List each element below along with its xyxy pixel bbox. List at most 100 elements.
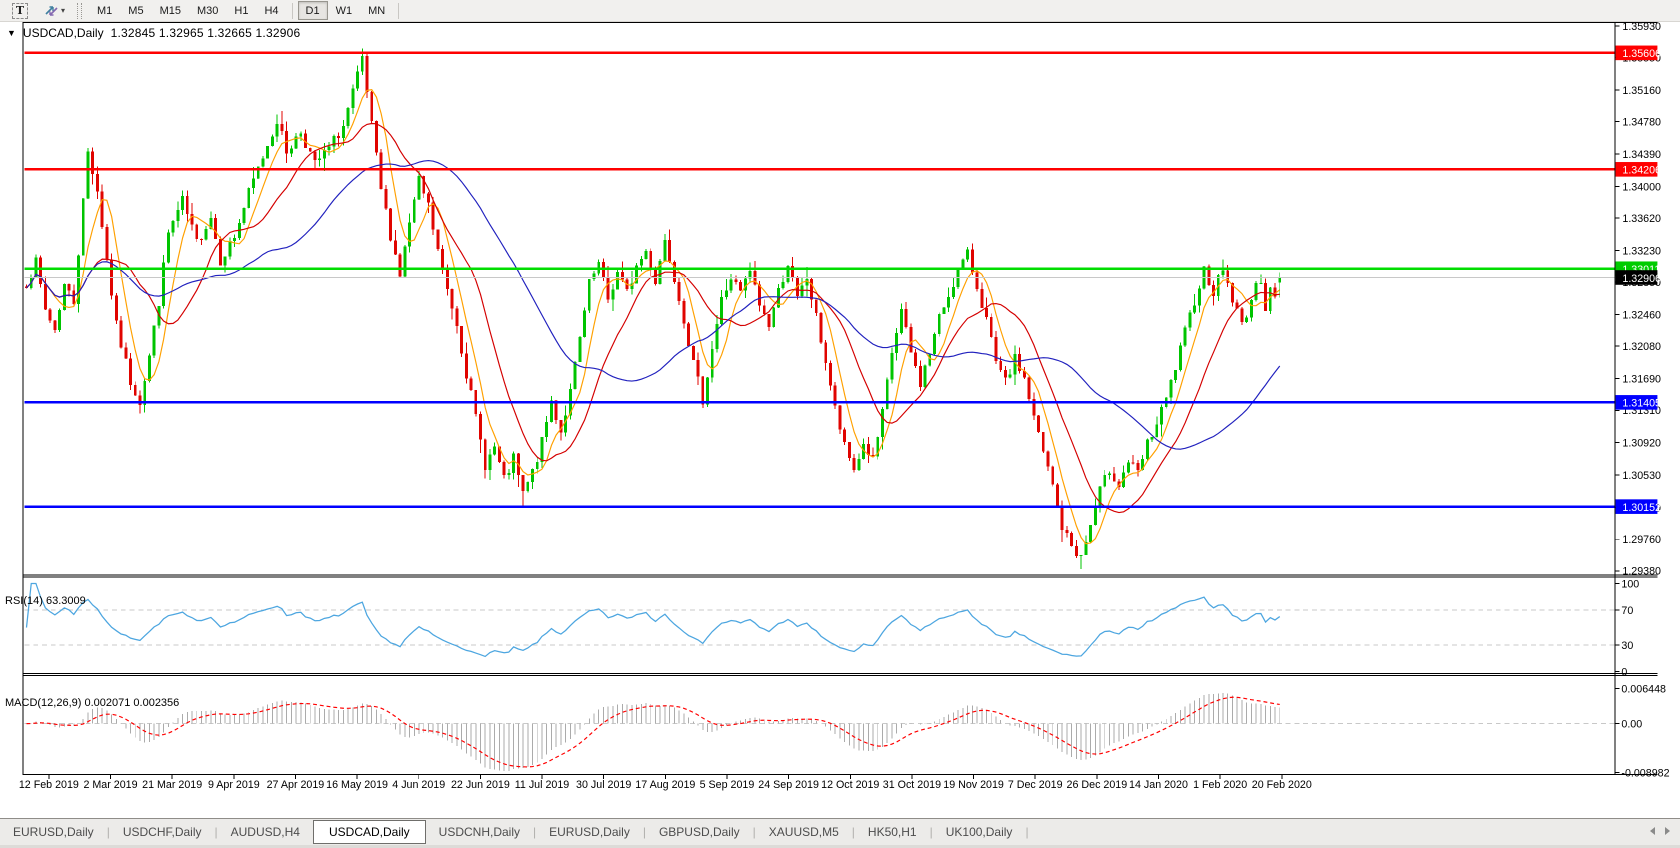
date-label: 7 Dec 2019 [1008,779,1063,791]
date-label: 24 Sep 2019 [758,779,819,791]
tab-separator: | [533,825,537,839]
chart-tabs: EURUSD,Daily | USDCHF,Daily | AUDUSD,H4 USDCA… [0,819,1029,844]
svg-text:1.29380: 1.29380 [1622,566,1661,578]
price-badge: 1.32906 [1622,273,1661,285]
svg-text:1.34390: 1.34390 [1622,149,1661,161]
chart-title: ▼ USDCAD,Daily 1.32845 1.32965 1.32665 1… [7,26,300,40]
tab-usdchf-daily[interactable]: USDCHF,Daily [122,825,202,839]
tab-audusd-h4[interactable]: AUDUSD,H4 [230,825,300,839]
tab-xauusd-m5[interactable]: XAUUSD,M5 [768,825,839,839]
price-badge: 1.31405 [1622,398,1661,410]
date-label: 19 Nov 2019 [943,779,1004,791]
timeframe-button-W1[interactable]: W1 [328,1,361,20]
svg-text:1.35930: 1.35930 [1622,22,1661,33]
date-label: 4 Jun 2019 [392,779,445,791]
ma-line-mid [26,122,1280,514]
timeframe-button-D1[interactable]: D1 [297,1,328,20]
tab-usdcad-daily[interactable]: USDCAD,Daily [312,819,426,844]
macd-signal-line [26,696,1280,768]
chart-canvas[interactable]: 1.359301.355501.351601.347801.343901.340… [0,22,1680,818]
price-badge: 1.34206 [1622,165,1661,177]
tab-separator: | [106,825,110,839]
svg-text:-0.008982: -0.008982 [1621,767,1669,779]
date-label: 5 Sep 2019 [700,779,755,791]
text-tool-button[interactable]: T [4,1,36,20]
svg-text:1.34780: 1.34780 [1622,116,1661,128]
status-strip [0,845,1680,848]
tab-eurusd-daily[interactable]: EURUSD,Daily [549,825,630,839]
price-badge: 1.35606 [1622,48,1661,60]
ma-line-slow [26,159,1281,450]
macd-indicator-label: MACD(12,26,9) 0.002071 0.002356 [5,697,180,709]
date-label: 20 Feb 2020 [1252,779,1312,791]
svg-text:1.34000: 1.34000 [1622,181,1661,193]
svg-text:1.35160: 1.35160 [1622,85,1661,97]
date-label: 30 Jul 2019 [576,779,631,791]
chevron-down-icon: ▾ [61,6,66,15]
timeframe-button-H1[interactable]: H1 [226,1,256,20]
rsi-line [25,582,1281,658]
chart-tab-bar: EURUSD,Daily | USDCHF,Daily | AUDUSD,H4 USDCA… [0,818,1680,848]
rsi-guides [24,609,1615,646]
date-label: 17 Aug 2019 [635,779,695,791]
cycle-arrows-icon [45,5,58,16]
tab-eurusd-daily[interactable]: EURUSD,Daily [13,825,94,839]
tab-gbpusd-daily[interactable]: GBPUSD,Daily [658,825,740,839]
svg-text:1.32460: 1.32460 [1622,309,1661,321]
svg-text:1.29760: 1.29760 [1622,534,1661,546]
date-label: 22 Jun 2019 [451,779,510,791]
tab-separator: | [642,825,646,839]
tab-uk100-daily[interactable]: UK100,Daily [945,825,1013,839]
date-label: 14 Jan 2020 [1129,779,1188,791]
rsi-indicator-label: RSI(14) 63.3009 [5,595,86,607]
tab-separator: | [1025,825,1029,839]
timeframe-button-M15[interactable]: M15 [152,1,189,20]
date-label: 1 Feb 2020 [1193,779,1247,791]
macd-histogram [30,692,1281,771]
date-label: 11 Jul 2019 [515,779,570,791]
svg-text:0.00: 0.00 [1621,719,1642,731]
date-label: 26 Dec 2019 [1067,779,1128,791]
date-label: 12 Feb 2019 [19,779,79,791]
svg-text:30: 30 [1621,640,1633,652]
tab-separator: | [929,825,933,839]
chart-symbol-period: USDCAD,Daily [22,26,104,40]
tab-scroll-arrows [1650,819,1680,843]
date-label: 2 Mar 2019 [83,779,137,791]
date-label: 21 Mar 2019 [142,779,202,791]
svg-text:1.33230: 1.33230 [1622,245,1661,257]
panel-frames [22,22,1658,776]
svg-text:1.33620: 1.33620 [1622,213,1661,225]
timeframe-group: M1 M5 M15 M30 H1 H4 D1 W1 MN [89,1,393,20]
level-lines[interactable] [24,51,1615,508]
svg-text:0.006448: 0.006448 [1621,683,1666,695]
date-label: 16 May 2019 [326,779,388,791]
date-label: 27 Apr 2019 [267,779,325,791]
toolbar-separator [398,2,400,19]
price-badge: 1.30152 [1622,502,1661,514]
tab-scroll-left-icon[interactable] [1650,827,1655,835]
chart-ohlc-values: 1.32845 1.32965 1.32665 1.32906 [110,26,301,40]
timeframe-button-MN[interactable]: MN [360,1,393,20]
svg-text:70: 70 [1621,605,1633,617]
tab-separator: | [752,825,756,839]
cycle-symbols-button[interactable]: ▾ [36,1,73,20]
timeframe-button-M1[interactable]: M1 [89,1,120,20]
svg-text:100: 100 [1621,578,1639,590]
toolbar-grip[interactable] [77,2,83,19]
ma-line-fast [26,88,1281,545]
timeframe-button-M5[interactable]: M5 [120,1,151,20]
collapse-caret-icon[interactable]: ▼ [7,28,16,38]
svg-text:1.30920: 1.30920 [1622,438,1661,450]
timeframe-button-M30[interactable]: M30 [189,1,226,20]
toolbar: T ▾ M1 M5 M15 M30 H1 H4 D1 W1 MN [0,0,1680,22]
axis-badges: 1.356061.342061.330111.329061.314051.301… [1615,45,1661,514]
tab-usdcnh-daily[interactable]: USDCNH,Daily [438,825,521,839]
tab-scroll-right-icon[interactable] [1665,827,1670,835]
date-axis[interactable]: 12 Feb 2019 2 Mar 2019 21 Mar 2019 9 Apr 20… [19,775,1615,795]
toolbar-separator [291,2,293,19]
svg-text:1.31690: 1.31690 [1622,374,1661,386]
timeframe-button-H4[interactable]: H4 [256,1,286,20]
tab-hk50-h1[interactable]: HK50,H1 [867,825,917,839]
